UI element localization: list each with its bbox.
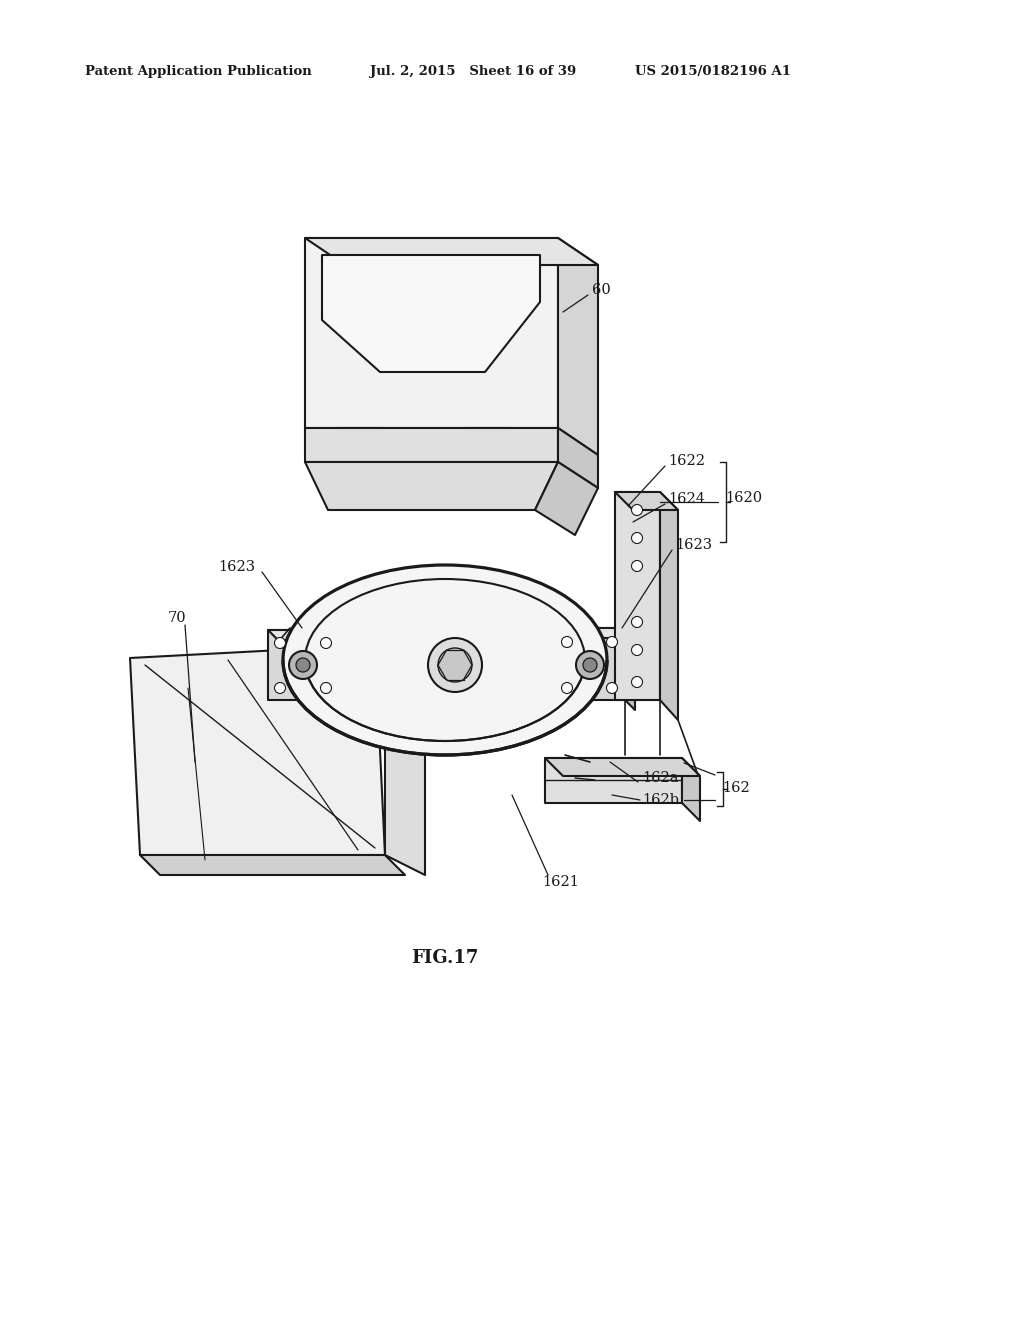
Circle shape xyxy=(428,638,482,692)
Text: 1624: 1624 xyxy=(668,492,705,506)
Polygon shape xyxy=(660,492,678,719)
Text: 162a: 162a xyxy=(642,771,679,785)
Polygon shape xyxy=(130,645,385,855)
Polygon shape xyxy=(558,428,598,488)
Text: US 2015/0182196 A1: US 2015/0182196 A1 xyxy=(635,66,791,78)
Text: 162: 162 xyxy=(722,781,750,795)
Text: FIG.17: FIG.17 xyxy=(412,949,478,968)
Circle shape xyxy=(561,682,572,693)
Ellipse shape xyxy=(305,579,585,741)
Text: 1620: 1620 xyxy=(725,491,762,506)
Polygon shape xyxy=(625,628,635,710)
Text: 1623: 1623 xyxy=(218,560,255,574)
Circle shape xyxy=(289,651,317,678)
Circle shape xyxy=(632,644,642,656)
Circle shape xyxy=(274,638,286,648)
Text: Jul. 2, 2015   Sheet 16 of 39: Jul. 2, 2015 Sheet 16 of 39 xyxy=(370,66,577,78)
Polygon shape xyxy=(268,630,348,640)
Polygon shape xyxy=(140,855,406,875)
Polygon shape xyxy=(305,428,558,462)
Circle shape xyxy=(606,636,617,648)
Polygon shape xyxy=(455,655,558,675)
Polygon shape xyxy=(305,238,598,265)
Polygon shape xyxy=(555,628,625,700)
Circle shape xyxy=(632,504,642,516)
Text: 162b: 162b xyxy=(642,793,679,807)
Text: 1621: 1621 xyxy=(542,875,579,888)
Polygon shape xyxy=(615,492,678,510)
Polygon shape xyxy=(615,492,660,700)
Polygon shape xyxy=(268,630,338,700)
Circle shape xyxy=(321,682,332,693)
Polygon shape xyxy=(535,462,598,535)
Circle shape xyxy=(632,676,642,688)
Text: 1622: 1622 xyxy=(668,454,705,469)
Polygon shape xyxy=(305,238,558,428)
Circle shape xyxy=(632,561,642,572)
Text: 1623: 1623 xyxy=(675,539,712,552)
Text: 70: 70 xyxy=(168,611,186,624)
Polygon shape xyxy=(305,462,558,510)
Polygon shape xyxy=(385,645,425,875)
Polygon shape xyxy=(682,758,700,821)
Text: Patent Application Publication: Patent Application Publication xyxy=(85,66,311,78)
Circle shape xyxy=(632,616,642,627)
Polygon shape xyxy=(322,255,540,372)
Circle shape xyxy=(296,657,310,672)
Circle shape xyxy=(274,682,286,693)
Circle shape xyxy=(438,648,472,682)
Circle shape xyxy=(561,636,572,648)
Circle shape xyxy=(606,682,617,693)
Polygon shape xyxy=(555,628,635,638)
Polygon shape xyxy=(338,655,455,675)
Polygon shape xyxy=(338,630,348,710)
Polygon shape xyxy=(558,238,598,455)
Polygon shape xyxy=(545,758,700,776)
Ellipse shape xyxy=(283,565,607,755)
Circle shape xyxy=(583,657,597,672)
Polygon shape xyxy=(468,428,508,459)
Circle shape xyxy=(632,532,642,544)
Polygon shape xyxy=(340,428,380,459)
Circle shape xyxy=(321,638,332,648)
Circle shape xyxy=(575,651,604,678)
Text: 60: 60 xyxy=(592,282,610,297)
Polygon shape xyxy=(545,758,682,803)
